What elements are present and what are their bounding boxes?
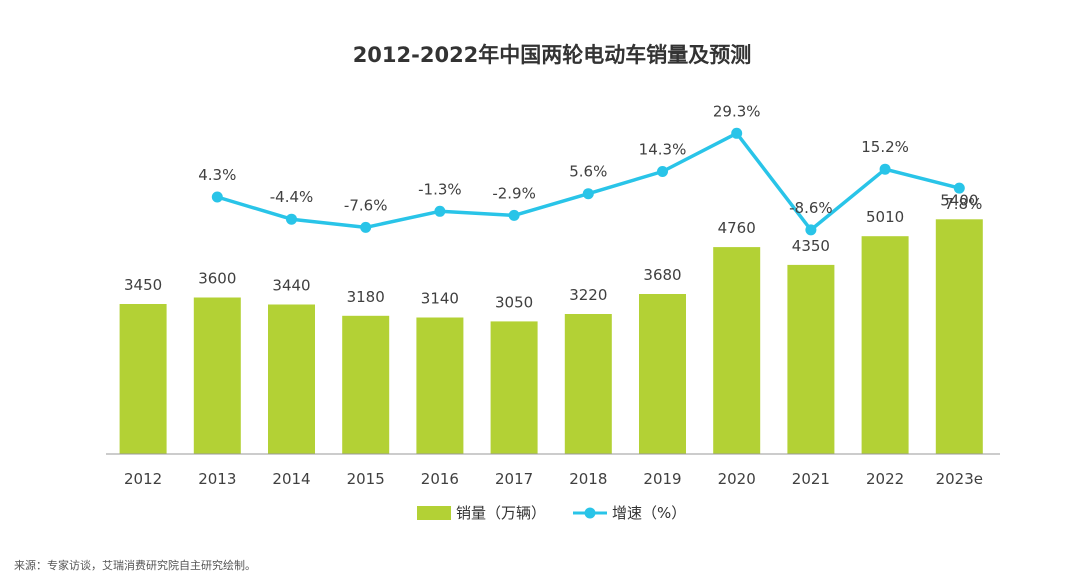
bar-2019 bbox=[639, 294, 686, 454]
bar-2018 bbox=[564, 314, 612, 454]
growth-point-2018 bbox=[582, 188, 594, 200]
line-data-labels: 4.3% -4.4% -7.6% -1.3% -2.9% 5.6% 14.3% 29.3% -8… bbox=[198, 102, 982, 217]
growth-label-2022: 15.2% bbox=[861, 138, 909, 156]
bar-2012 bbox=[119, 304, 167, 454]
growth-point-2016 bbox=[434, 205, 446, 217]
growth-label-2018: 5.6% bbox=[569, 163, 607, 181]
chart-title: 2012-2022年中国两轮电动车销量及预测 bbox=[353, 43, 752, 67]
bar-2016 bbox=[416, 317, 464, 454]
growth-point-2014 bbox=[286, 213, 297, 225]
legend-line-marker bbox=[584, 507, 596, 519]
growth-point-2015 bbox=[360, 221, 372, 233]
x-tick-2012: 2012 bbox=[124, 470, 162, 488]
legend-line-label: 增速（%） bbox=[612, 504, 686, 522]
x-tick-2020: 2020 bbox=[718, 470, 756, 488]
line-series bbox=[211, 127, 965, 236]
x-tick-2018: 2018 bbox=[569, 470, 607, 488]
legend-bar-swatch bbox=[417, 506, 451, 520]
x-tick-2017: 2017 bbox=[495, 470, 533, 488]
bar-label-2014: 3440 bbox=[272, 277, 310, 295]
bar-label-2012: 3450 bbox=[124, 276, 162, 294]
x-tick-2021: 2021 bbox=[792, 470, 830, 488]
growth-point-2023e bbox=[953, 182, 965, 194]
growth-label-2016: -1.3% bbox=[418, 180, 462, 198]
bar-label-2021: 4350 bbox=[792, 237, 830, 255]
bar-label-2013: 3600 bbox=[198, 270, 236, 288]
bar-label-2022: 5010 bbox=[866, 208, 904, 226]
bar-2022 bbox=[861, 236, 909, 454]
source-note: 来源：专家访谈，艾瑞消费研究院自主研究绘制。 bbox=[14, 558, 256, 572]
growth-point-2022 bbox=[879, 163, 891, 175]
bar-2021 bbox=[787, 264, 835, 454]
x-tick-2019: 2019 bbox=[643, 470, 681, 488]
growth-label-2019: 14.3% bbox=[639, 141, 687, 159]
x-axis-tick-labels: 2012 2013 2014 2015 2016 2017 2018 2019 2020 2021… bbox=[124, 470, 983, 488]
bar-label-2017: 3050 bbox=[495, 293, 533, 311]
growth-point-2013 bbox=[211, 191, 223, 203]
bar-2013 bbox=[193, 297, 241, 454]
bar-series bbox=[119, 219, 983, 454]
x-tick-2016: 2016 bbox=[421, 470, 459, 488]
growth-line-path bbox=[216, 131, 960, 232]
x-tick-2015: 2015 bbox=[347, 470, 385, 488]
growth-label-2020: 29.3% bbox=[713, 102, 761, 120]
growth-point-2020 bbox=[731, 127, 743, 139]
bar-data-labels: 3450 3600 3440 3180 3140 3050 3220 3680 4760 4350… bbox=[124, 191, 978, 311]
growth-label-2013: 4.3% bbox=[198, 166, 236, 184]
growth-label-2017: -2.9% bbox=[492, 184, 536, 202]
growth-point-2021 bbox=[805, 224, 817, 236]
bar-label-2016: 3140 bbox=[421, 290, 459, 308]
x-tick-2023e: 2023e bbox=[936, 470, 983, 488]
bar-label-2020: 4760 bbox=[718, 219, 756, 237]
bar-2015 bbox=[342, 315, 390, 454]
legend: 销量（万辆） 增速（%） bbox=[417, 504, 686, 522]
bar-label-2019: 3680 bbox=[643, 266, 681, 284]
x-tick-2013: 2013 bbox=[198, 470, 236, 488]
bar-2023e bbox=[935, 219, 983, 454]
growth-point-2017 bbox=[508, 209, 520, 221]
growth-label-2015: -7.6% bbox=[344, 196, 388, 214]
bar-label-2018: 3220 bbox=[569, 286, 607, 304]
bar-2017 bbox=[490, 321, 538, 454]
bar-label-2023e: 5400 bbox=[940, 191, 978, 209]
growth-label-2021: -8.6% bbox=[789, 199, 833, 217]
bar-2020 bbox=[713, 247, 761, 454]
growth-point-2019 bbox=[657, 166, 668, 177]
x-tick-2022: 2022 bbox=[866, 470, 904, 488]
bar-label-2015: 3180 bbox=[347, 288, 385, 306]
growth-label-2014: -4.4% bbox=[270, 188, 314, 206]
growth-label-2023e: 7.8% bbox=[944, 195, 982, 213]
x-tick-2014: 2014 bbox=[272, 470, 310, 488]
bar-2014 bbox=[268, 304, 315, 454]
legend-bar-label: 销量（万辆） bbox=[456, 504, 546, 522]
